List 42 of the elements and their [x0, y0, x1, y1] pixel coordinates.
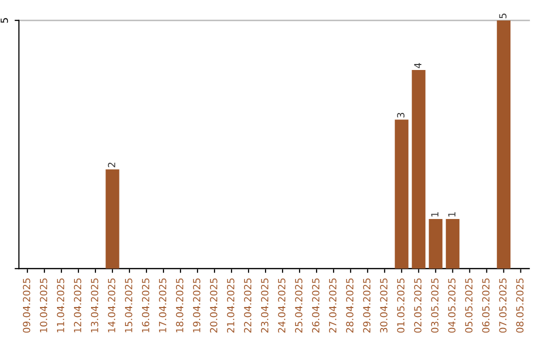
x-tick-label: 22.04.2025: [244, 278, 252, 333]
x-tick-label: 04.05.2025: [448, 278, 456, 333]
bar: [412, 70, 426, 269]
x-tick-label: 08.05.2025: [516, 278, 524, 333]
bar: [428, 218, 442, 269]
x-tick-label: 12.04.2025: [74, 278, 82, 332]
x-tick-label: 25.04.2025: [295, 278, 302, 333]
bar: [394, 120, 408, 269]
x-tick-label: 16.04.2025: [142, 278, 150, 332]
x-tick-label: 07.05.2025: [499, 278, 507, 333]
x-tick-label: 23.04.2025: [261, 278, 268, 333]
x-tick-label: 19.04.2025: [192, 278, 200, 332]
bar: [446, 218, 460, 269]
x-tick-label: 06.05.2025: [482, 278, 490, 333]
x-tick-label: 05.05.2025: [465, 278, 472, 333]
x-tick-label: 15.04.2025: [124, 278, 132, 332]
x-tick-label: 13.04.2025: [90, 278, 98, 332]
x-tick-label: 20.04.2025: [210, 278, 218, 333]
x-tick-label: 26.04.2025: [312, 278, 320, 333]
data-label: 1: [448, 212, 456, 217]
x-tick-label: 18.04.2025: [176, 278, 184, 332]
x-tick-label: 17.04.2025: [158, 278, 166, 332]
x-tick-label: 14.04.2025: [108, 278, 116, 332]
x-tick-label: 28.04.2025: [346, 278, 354, 333]
data-label: 2: [108, 162, 116, 168]
x-tick-label: 27.04.2025: [329, 278, 336, 333]
x-tick-label: 29.04.2025: [363, 278, 370, 333]
data-label: 5: [499, 14, 507, 18]
data-label: 4: [414, 63, 422, 68]
bar: [106, 169, 120, 269]
x-tick-label: 30.04.2025: [380, 278, 388, 333]
x-tick-label: 03.05.2025: [431, 278, 438, 333]
x-tick-label: 09.04.2025: [22, 278, 30, 333]
data-label: 3: [397, 112, 404, 118]
data-label: 1: [431, 212, 438, 217]
x-tick-label: 11.04.2025: [56, 278, 64, 332]
x-tick-label: 24.04.2025: [278, 278, 286, 333]
bar: [496, 20, 510, 269]
x-tick-label: 01.05.2025: [397, 278, 404, 333]
x-tick-label: 21.04.2025: [226, 278, 234, 333]
x-tick-label: 02.05.2025: [414, 278, 422, 333]
x-tick-label: 10.04.2025: [40, 278, 48, 332]
